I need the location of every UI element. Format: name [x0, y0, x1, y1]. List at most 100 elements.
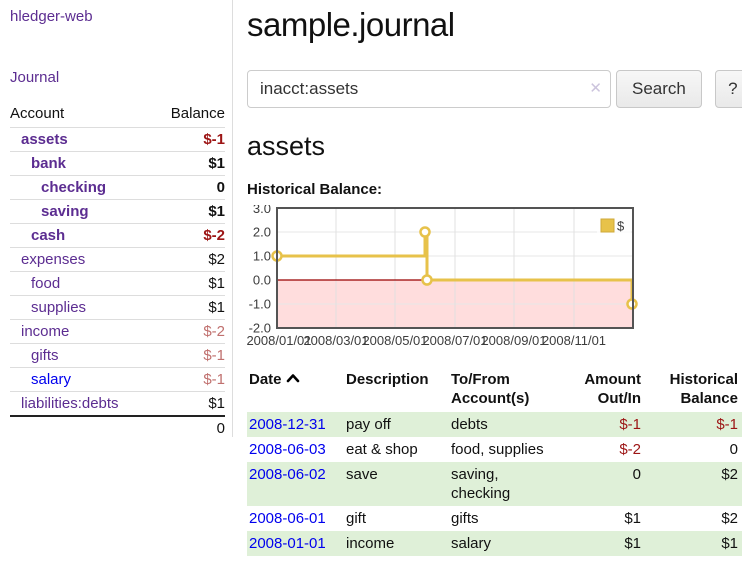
- account-link-supplies[interactable]: supplies: [31, 299, 87, 316]
- transaction-amount: $-2: [619, 441, 641, 458]
- account-link-checking[interactable]: checking: [41, 179, 107, 196]
- search-input[interactable]: [247, 70, 611, 108]
- account-balance: $-1: [153, 127, 225, 152]
- account-link-gifts[interactable]: gifts: [31, 347, 59, 364]
- chart-v-gridlines: [335, 209, 575, 327]
- chart-border: [276, 207, 634, 329]
- search-button[interactable]: Search: [616, 70, 702, 108]
- chart-legend: $: [597, 215, 631, 237]
- transaction-accounts: saving, checking: [451, 466, 511, 502]
- date-column-header[interactable]: Date: [247, 368, 344, 412]
- accounts-header-line1: To/From: [451, 371, 510, 388]
- transaction-row[interactable]: 2008-06-02 save saving, checking 0 $2: [247, 462, 742, 506]
- account-row-assets: assets $-1: [10, 127, 225, 152]
- date-header-label: Date: [249, 371, 282, 388]
- balance-column-header: Balance: [170, 105, 225, 122]
- account-link-salary[interactable]: salary: [31, 371, 72, 388]
- register-table: Date Description To/From Account(s) Amou…: [247, 368, 742, 556]
- account-balance: $1: [153, 295, 225, 320]
- transaction-date-link[interactable]: 2008-06-03: [249, 441, 326, 458]
- transaction-row[interactable]: 2008-06-01 gift gifts $1 $2: [247, 506, 742, 531]
- amount-header-line2: Out/In: [597, 390, 641, 407]
- account-row-gifts: gifts $-1: [10, 343, 225, 368]
- account-link-expenses[interactable]: expenses: [21, 251, 86, 268]
- account-balance: $1: [153, 391, 225, 416]
- y-tick: 3.0: [253, 205, 271, 216]
- help-button[interactable]: ?: [714, 70, 742, 108]
- accounts-total-row: 0: [10, 415, 225, 440]
- transaction-date-link[interactable]: 2008-06-01: [249, 510, 326, 527]
- search-form: ✕ Search ?: [247, 70, 742, 108]
- account-balance: $2: [153, 247, 225, 272]
- account-balance: $-2: [153, 319, 225, 344]
- account-row-supplies: supplies $1: [10, 295, 225, 320]
- transaction-description: pay off: [346, 416, 391, 433]
- amount-header-line1: Amount: [584, 371, 641, 388]
- transaction-accounts: gifts: [451, 510, 479, 527]
- account-balance: $-2: [153, 223, 225, 248]
- transaction-description: save: [346, 466, 378, 483]
- account-balance: $-1: [153, 343, 225, 368]
- account-row-food: food $1: [10, 271, 225, 296]
- accounts-header-line2: Account(s): [451, 390, 530, 407]
- data-point-2008-06-01: [419, 226, 431, 238]
- account-row-expenses: expenses $2: [10, 247, 225, 272]
- account-row-checking: checking 0: [10, 175, 225, 200]
- transaction-balance: 0: [729, 441, 738, 458]
- transaction-date-link[interactable]: 2008-01-01: [249, 535, 326, 552]
- transaction-accounts: food, supplies: [451, 441, 544, 458]
- transaction-description: income: [346, 535, 395, 552]
- x-tick: 2008/11/01: [542, 333, 606, 348]
- account-balance: $1: [153, 271, 225, 296]
- brand-link[interactable]: hledger-web: [10, 8, 93, 25]
- account-link-saving[interactable]: saving: [41, 203, 89, 220]
- transaction-accounts: salary: [451, 535, 492, 552]
- app-window: hledger-web Journal Account Balance asse…: [10, 0, 742, 556]
- account-row-income: income $-2: [10, 319, 225, 344]
- account-link-food[interactable]: food: [31, 275, 61, 292]
- y-tick: -2.0: [249, 321, 271, 336]
- transaction-row[interactable]: 2008-06-03 eat & shop food, supplies $-2…: [247, 437, 742, 462]
- clear-search-icon[interactable]: ✕: [589, 80, 602, 97]
- amount-column-header: Amount Out/In: [561, 368, 641, 412]
- sidebar-item-journal[interactable]: Journal: [10, 69, 60, 86]
- data-point-2008-06-03: [421, 274, 433, 286]
- x-tick: 2008/07/01: [422, 333, 487, 348]
- account-balance: $1: [153, 151, 225, 176]
- register-header-row: Date Description To/From Account(s) Amou…: [247, 368, 742, 412]
- transaction-amount: $1: [624, 510, 641, 527]
- account-link-assets[interactable]: assets: [21, 131, 68, 148]
- y-tick: -1.0: [249, 297, 271, 312]
- y-axis-labels: 3.0 2.0 1.0 0.0 -1.0 -2.0: [249, 205, 271, 336]
- accounts-balance-table: Account Balance assets $-1 bank $1 check…: [10, 101, 225, 440]
- account-row-salary: salary $-1: [10, 367, 225, 392]
- transaction-date-link[interactable]: 2008-06-02: [249, 466, 326, 483]
- legend-swatch: [600, 218, 615, 233]
- accounts-total-value: 0: [153, 415, 225, 440]
- transaction-date-link[interactable]: 2008-12-31: [249, 416, 326, 433]
- account-link-income[interactable]: income: [21, 323, 70, 340]
- transaction-balance: $1: [721, 535, 738, 552]
- y-tick: 1.0: [253, 249, 271, 264]
- sort-ascending-icon: [286, 374, 299, 383]
- transaction-amount: $1: [624, 535, 641, 552]
- y-tick: 2.0: [253, 225, 271, 240]
- account-link-liabilities-debts[interactable]: liabilities:debts: [21, 395, 119, 412]
- transaction-row[interactable]: 2008-01-01 income salary $1 $1: [247, 531, 742, 556]
- x-tick: 2008/01/01: [246, 333, 311, 348]
- account-link-cash[interactable]: cash: [31, 227, 66, 244]
- account-row-liabilities-debts: liabilities:debts $1: [10, 391, 225, 416]
- x-tick: 2008/03/01: [303, 333, 368, 348]
- accounts-column-header: To/From Account(s): [449, 368, 561, 412]
- transaction-row[interactable]: 2008-12-31 pay off debts $-1 $-1: [247, 412, 742, 437]
- account-link-bank[interactable]: bank: [31, 155, 67, 172]
- transaction-balance: $2: [721, 466, 738, 483]
- transaction-balance: $-1: [716, 416, 738, 433]
- balance-header-line1: Historical: [669, 371, 738, 388]
- account-balance: $1: [153, 199, 225, 224]
- description-column-header: Description: [346, 371, 429, 388]
- account-column-header: Account: [10, 105, 65, 122]
- balance-header-line2: Balance: [680, 390, 738, 407]
- transaction-accounts: debts: [451, 416, 488, 433]
- accounts-table-header: Account Balance: [10, 101, 225, 128]
